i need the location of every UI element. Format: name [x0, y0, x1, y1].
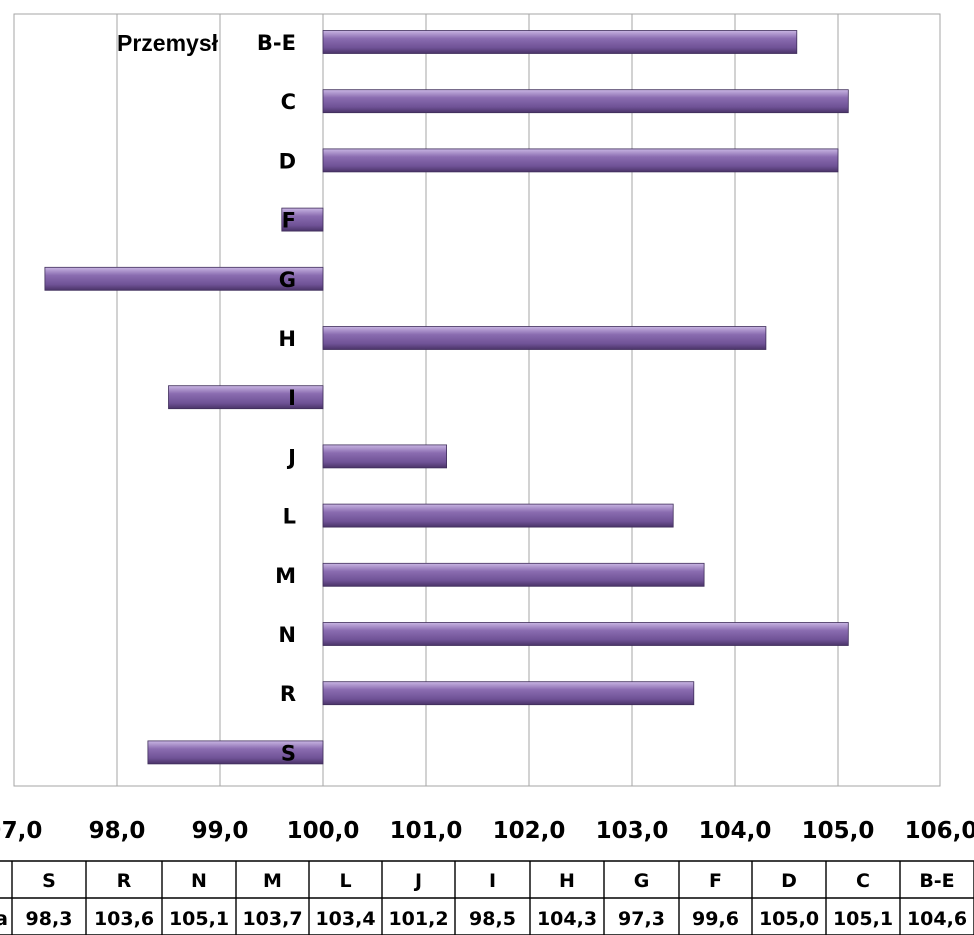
table-value-cell: 105,1 [833, 908, 893, 930]
table-header-cell: C [856, 870, 870, 892]
bar-f [281, 207, 324, 232]
bar-d [322, 148, 839, 173]
table-value-cell: 98,3 [26, 908, 73, 930]
x-tick-label: 97,0 [0, 818, 42, 844]
table-header-cell: I [489, 870, 496, 892]
bar-i [168, 385, 324, 410]
category-label: F [282, 209, 296, 233]
table-row-label: a [0, 908, 8, 930]
bar-c [322, 89, 849, 114]
x-tick-label: 101,0 [390, 818, 463, 844]
table-value-cell: 101,2 [388, 908, 448, 930]
category-label: M [275, 564, 296, 588]
category-label: J [286, 445, 296, 469]
category-label: C [281, 90, 296, 114]
category-label: H [278, 327, 296, 351]
table-value-cell: 103,4 [315, 908, 375, 930]
table-value-cell: 104,3 [537, 908, 597, 930]
bar-m [322, 562, 705, 587]
x-tick-label: 103,0 [596, 818, 669, 844]
x-tick-label: 99,0 [192, 818, 249, 844]
bar-s [147, 740, 324, 765]
bar-h [322, 326, 767, 350]
x-tick-label: 102,0 [493, 818, 566, 844]
table-value-cell: 99,6 [692, 908, 739, 930]
table-header-cell: L [339, 870, 351, 892]
bar-n [322, 622, 849, 646]
category-label: N [278, 623, 296, 647]
x-tick-label: 104,0 [699, 818, 772, 844]
table-header-cell: S [42, 870, 56, 892]
bar-j [322, 444, 447, 469]
x-tick-label: 106,0 [905, 818, 974, 844]
table-header-cell: B-E [919, 870, 954, 892]
table-value-cell: 103,6 [94, 908, 154, 930]
table-header-cell: J [413, 870, 422, 892]
table-value-cell: 97,3 [618, 908, 665, 930]
table-value-cell: 105,1 [169, 908, 229, 930]
table-header-cell: N [191, 870, 207, 892]
table-header-cell: H [559, 870, 575, 892]
category-label: D [279, 149, 296, 173]
annotation-label: Przemysł [117, 30, 219, 56]
category-label: R [280, 682, 296, 706]
bar-l [322, 503, 674, 528]
table-header-cell: M [263, 870, 282, 892]
x-tick-label: 98,0 [89, 818, 146, 844]
bar-b-e [322, 30, 798, 54]
table-header-cell: F [709, 870, 722, 892]
category-label: L [283, 505, 296, 529]
table-value-cell: 103,7 [242, 908, 302, 930]
category-label: B-E [257, 31, 296, 55]
category-label: I [288, 386, 296, 410]
category-label: G [279, 268, 296, 292]
table-value-cell: 104,6 [907, 908, 967, 930]
table-value-cell: 105,0 [759, 908, 819, 930]
plot-area [13, 13, 941, 787]
table-value-cell: 98,5 [469, 908, 516, 930]
bar-g [44, 266, 324, 291]
table-header-cell: D [781, 870, 797, 892]
table-header-cell: R [117, 870, 132, 892]
category-label: S [281, 741, 296, 765]
x-tick-label: 100,0 [287, 818, 360, 844]
table-header-cell: G [634, 870, 650, 892]
x-tick-label: 105,0 [802, 818, 875, 844]
bar-r [322, 681, 695, 706]
